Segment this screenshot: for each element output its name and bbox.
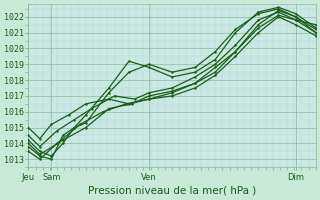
- X-axis label: Pression niveau de la mer( hPa ): Pression niveau de la mer( hPa ): [88, 186, 256, 196]
